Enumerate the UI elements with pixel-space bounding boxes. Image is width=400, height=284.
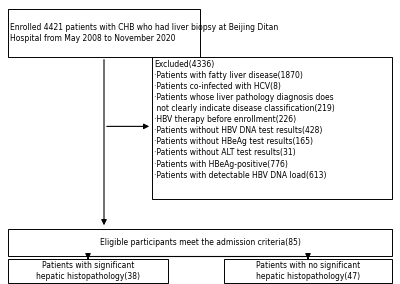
Text: Patients with no significant
hepatic histopathology(47): Patients with no significant hepatic his…: [256, 261, 360, 281]
FancyBboxPatch shape: [152, 57, 392, 199]
FancyBboxPatch shape: [224, 259, 392, 283]
Text: Enrolled 4421 patients with CHB who had liver biopsy at Beijing Ditan
Hospital f: Enrolled 4421 patients with CHB who had …: [10, 23, 278, 43]
FancyBboxPatch shape: [8, 259, 168, 283]
FancyBboxPatch shape: [8, 9, 200, 57]
Text: Eligible participants meet the admission criteria(85): Eligible participants meet the admission…: [100, 238, 300, 247]
Text: Excluded(4336)
·Patients with fatty liver disease(1870)
·Patients co-infected wi: Excluded(4336) ·Patients with fatty live…: [154, 60, 335, 180]
FancyBboxPatch shape: [8, 229, 392, 256]
Text: Patients with significant
hepatic histopathology(38): Patients with significant hepatic histop…: [36, 261, 140, 281]
